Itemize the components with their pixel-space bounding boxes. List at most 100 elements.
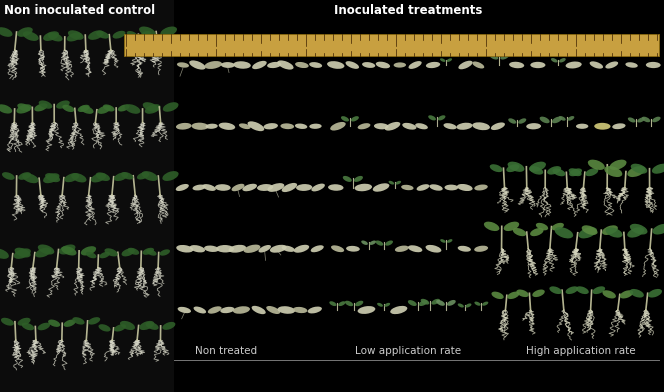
Ellipse shape xyxy=(552,223,564,230)
Ellipse shape xyxy=(96,172,110,181)
Ellipse shape xyxy=(385,240,393,246)
Ellipse shape xyxy=(530,228,544,236)
Ellipse shape xyxy=(482,301,488,306)
Ellipse shape xyxy=(341,116,349,122)
Ellipse shape xyxy=(567,116,574,121)
Ellipse shape xyxy=(489,54,498,60)
Ellipse shape xyxy=(491,292,504,299)
Ellipse shape xyxy=(377,303,383,307)
Ellipse shape xyxy=(507,164,519,172)
Text: Low application rate: Low application rate xyxy=(355,346,461,356)
Ellipse shape xyxy=(161,27,177,36)
Ellipse shape xyxy=(585,168,598,176)
Ellipse shape xyxy=(652,163,664,174)
Ellipse shape xyxy=(96,31,109,39)
Ellipse shape xyxy=(88,317,100,325)
Ellipse shape xyxy=(0,249,9,259)
Ellipse shape xyxy=(38,323,50,330)
Ellipse shape xyxy=(432,299,440,305)
Ellipse shape xyxy=(141,171,158,181)
Ellipse shape xyxy=(490,164,503,172)
Ellipse shape xyxy=(420,299,430,305)
Ellipse shape xyxy=(268,183,284,192)
Ellipse shape xyxy=(114,324,126,332)
Ellipse shape xyxy=(163,102,179,112)
Ellipse shape xyxy=(139,27,155,36)
Ellipse shape xyxy=(394,62,406,67)
Ellipse shape xyxy=(193,307,206,314)
Ellipse shape xyxy=(278,306,295,314)
Ellipse shape xyxy=(252,61,267,69)
Ellipse shape xyxy=(295,62,309,68)
Ellipse shape xyxy=(216,245,234,252)
Ellipse shape xyxy=(531,62,545,68)
Ellipse shape xyxy=(177,307,191,313)
Ellipse shape xyxy=(0,27,13,37)
Ellipse shape xyxy=(205,61,222,69)
Ellipse shape xyxy=(22,173,39,183)
Ellipse shape xyxy=(536,223,548,230)
Ellipse shape xyxy=(113,31,125,39)
Ellipse shape xyxy=(239,123,250,129)
Ellipse shape xyxy=(345,61,359,69)
Ellipse shape xyxy=(233,306,250,314)
Ellipse shape xyxy=(384,303,390,307)
Ellipse shape xyxy=(91,173,106,182)
Ellipse shape xyxy=(627,166,645,177)
Ellipse shape xyxy=(309,62,322,68)
Ellipse shape xyxy=(98,324,111,332)
Ellipse shape xyxy=(630,224,647,234)
Ellipse shape xyxy=(620,290,633,298)
Ellipse shape xyxy=(552,169,566,176)
Ellipse shape xyxy=(43,173,60,183)
Ellipse shape xyxy=(606,227,622,238)
Ellipse shape xyxy=(17,103,31,111)
Ellipse shape xyxy=(163,171,179,181)
Ellipse shape xyxy=(64,173,79,182)
Ellipse shape xyxy=(395,245,409,252)
Ellipse shape xyxy=(48,33,62,42)
Ellipse shape xyxy=(517,290,529,297)
Ellipse shape xyxy=(62,105,74,112)
Ellipse shape xyxy=(576,286,589,294)
Ellipse shape xyxy=(218,123,235,130)
Ellipse shape xyxy=(408,245,422,252)
Ellipse shape xyxy=(428,115,436,120)
Ellipse shape xyxy=(282,246,295,252)
Ellipse shape xyxy=(86,252,96,258)
Ellipse shape xyxy=(374,123,388,129)
Ellipse shape xyxy=(311,245,324,252)
Ellipse shape xyxy=(558,116,566,121)
Ellipse shape xyxy=(252,306,266,314)
Ellipse shape xyxy=(295,123,307,129)
Ellipse shape xyxy=(1,318,14,326)
Ellipse shape xyxy=(444,123,457,129)
Ellipse shape xyxy=(578,227,597,238)
Ellipse shape xyxy=(282,183,297,192)
Ellipse shape xyxy=(549,286,562,294)
Ellipse shape xyxy=(637,118,645,123)
Ellipse shape xyxy=(642,117,650,122)
Ellipse shape xyxy=(440,239,446,243)
Ellipse shape xyxy=(604,166,622,177)
Ellipse shape xyxy=(474,301,481,306)
Ellipse shape xyxy=(458,61,473,69)
Ellipse shape xyxy=(345,301,353,306)
Bar xyxy=(124,34,659,56)
Ellipse shape xyxy=(248,122,264,131)
Ellipse shape xyxy=(447,300,456,306)
Ellipse shape xyxy=(270,245,287,253)
Ellipse shape xyxy=(648,289,662,298)
Ellipse shape xyxy=(43,31,59,41)
Text: Non treated: Non treated xyxy=(195,346,257,356)
Ellipse shape xyxy=(190,245,205,252)
Ellipse shape xyxy=(191,123,208,130)
Ellipse shape xyxy=(35,248,51,258)
Ellipse shape xyxy=(189,60,206,70)
Ellipse shape xyxy=(215,184,230,191)
Ellipse shape xyxy=(203,184,216,191)
Ellipse shape xyxy=(17,27,33,37)
Ellipse shape xyxy=(309,123,321,129)
Ellipse shape xyxy=(61,246,76,256)
Ellipse shape xyxy=(140,31,151,37)
